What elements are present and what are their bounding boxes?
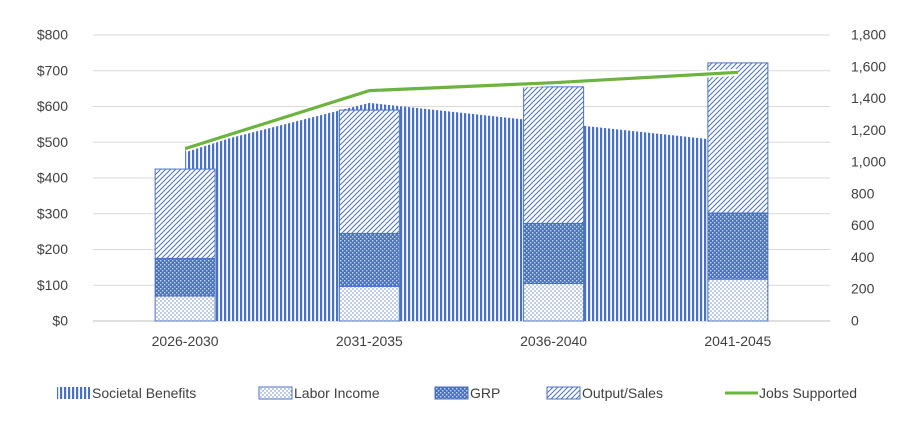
series-line-jobs-supported: [184, 70, 738, 151]
x-tick-label: 2031-2035: [336, 333, 403, 349]
bar-labor-income: [338, 285, 400, 322]
y-left-tick-label: $300: [37, 205, 68, 221]
y-right-tick-label: 1,600: [851, 58, 886, 74]
y-left-tick-label: $800: [37, 27, 68, 43]
y-left-tick-label: $200: [37, 241, 68, 257]
bar-output-sales: [707, 62, 769, 214]
y-right-tick-label: 400: [851, 249, 875, 265]
legend-label: Output/Sales: [582, 385, 663, 401]
y-left-tick-label: $400: [37, 170, 68, 186]
legend-label: Jobs Supported: [759, 385, 857, 401]
y-right-tick-label: 800: [851, 185, 875, 201]
bar-output-sales: [154, 168, 216, 259]
x-tick-label: 2036-2040: [520, 333, 587, 349]
bar-labor-income: [154, 295, 216, 322]
y-right-tick-label: 0: [851, 313, 859, 329]
x-tick-label: 2041-2045: [704, 333, 771, 349]
bar-grp: [523, 222, 585, 284]
y-right-tick-label: 600: [851, 217, 875, 233]
bar-grp: [154, 257, 216, 297]
legend-swatch: [258, 386, 293, 400]
series-area-societal-benefits: [185, 102, 738, 321]
y-right-tick-label: 1,800: [851, 27, 886, 43]
bar-output-sales: [523, 86, 585, 224]
y-right-tick-label: 1,400: [851, 90, 886, 106]
legend-label: GRP: [470, 385, 500, 401]
x-tick-label: 2026-2030: [152, 333, 219, 349]
legend-swatch: [546, 386, 581, 400]
y-right-tick-label: 200: [851, 281, 875, 297]
legend-swatch: [434, 386, 469, 400]
bar-grp: [707, 212, 769, 280]
legend-label: Labor Income: [294, 385, 380, 401]
bar-output-sales: [338, 109, 400, 234]
bar-labor-income: [523, 282, 585, 322]
y-left-tick-label: $700: [37, 62, 68, 78]
legend-label: Societal Benefits: [92, 385, 196, 401]
y-left-tick-label: $100: [37, 277, 68, 293]
y-left-tick-label: $500: [37, 134, 68, 150]
legend-swatch: [57, 387, 90, 399]
bar-grp: [338, 232, 400, 287]
y-right-tick-label: 1,000: [851, 154, 886, 170]
bar-labor-income: [707, 278, 769, 322]
y-right-tick-label: 1,200: [851, 122, 886, 138]
y-left-tick-label: $0: [52, 313, 68, 329]
y-left-tick-label: $600: [37, 98, 68, 114]
